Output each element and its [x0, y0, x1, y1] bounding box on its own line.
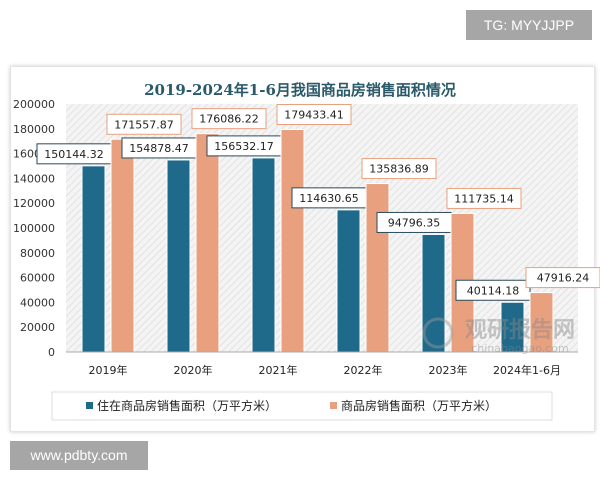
data-label: 114630.65 [291, 187, 367, 209]
data-label: 150144.32 [36, 143, 112, 165]
legend [51, 391, 553, 421]
legend-swatch [330, 402, 337, 409]
svg-text:176086.22: 176086.22 [199, 113, 259, 126]
y-tick-label: 200000 [13, 98, 55, 111]
svg-text:观研报告网: 观研报告网 [465, 318, 575, 343]
x-tick-label: 2022年 [344, 363, 383, 377]
svg-text:179433.41: 179433.41 [284, 109, 344, 122]
svg-text:111735.14: 111735.14 [454, 192, 514, 205]
svg-text:150144.32: 150144.32 [44, 148, 104, 161]
y-tick-label: 20000 [20, 321, 55, 334]
data-label: 171557.87 [106, 113, 182, 135]
bar-total [195, 133, 220, 353]
svg-text:154878.47: 154878.47 [129, 142, 189, 155]
data-label: 179433.41 [276, 104, 352, 126]
svg-text:135836.89: 135836.89 [369, 163, 429, 176]
svg-text:40114.18: 40114.18 [467, 284, 520, 297]
y-tick-label: 40000 [20, 296, 55, 309]
data-label: 156532.17 [206, 135, 282, 157]
y-tick-label: 80000 [20, 247, 55, 260]
svg-text:chinabaogao.com: chinabaogao.com [471, 342, 569, 355]
bar-residential [166, 159, 191, 353]
x-tick-label: 2023年 [429, 363, 468, 377]
legend-label: 商品房销售面积（万平方米） [341, 398, 497, 413]
y-tick-label: 0 [48, 346, 55, 359]
x-tick-label: 2020年 [174, 363, 213, 377]
data-label: 176086.22 [191, 108, 267, 130]
y-tick-label: 100000 [13, 222, 55, 235]
bar-residential [251, 157, 276, 353]
bar-residential [336, 209, 361, 353]
data-label: 47916.24 [525, 267, 600, 289]
y-tick-label: 180000 [13, 123, 55, 136]
bar-total [110, 138, 135, 353]
x-tick-label: 2021年 [259, 363, 298, 377]
chart-title: 2019-2024年1-6月我国商品房销售面积情况 [144, 81, 456, 99]
legend-swatch [86, 402, 93, 409]
data-label: 94796.35 [376, 211, 452, 233]
svg-text:114630.65: 114630.65 [299, 192, 359, 205]
logo-watermark: 观研报告网 chinabaogao.com [422, 317, 575, 355]
data-label: 135836.89 [361, 158, 437, 180]
legend-label: 住在商品房销售面积（万平方米） [97, 398, 277, 413]
watermark-www: www.pdbty.com [10, 441, 148, 470]
bar-total [365, 183, 390, 353]
data-label: 154878.47 [121, 137, 197, 159]
data-label: 111735.14 [446, 187, 522, 209]
y-tick-label: 60000 [20, 272, 55, 285]
x-tick-label: 2024年1-6月 [493, 363, 561, 377]
bar-residential [81, 165, 106, 353]
x-tick-label: 2019年 [89, 363, 128, 377]
svg-text:156532.17: 156532.17 [214, 140, 274, 153]
data-label: 40114.18 [455, 279, 531, 301]
svg-text:94796.35: 94796.35 [388, 216, 441, 229]
watermark-tg: TG: MYYJJPP [466, 10, 592, 40]
y-tick-label: 140000 [13, 172, 55, 185]
y-tick-label: 120000 [13, 197, 55, 210]
bar-total [280, 129, 305, 353]
svg-text:47916.24: 47916.24 [537, 272, 590, 285]
svg-text:171557.87: 171557.87 [114, 118, 174, 131]
